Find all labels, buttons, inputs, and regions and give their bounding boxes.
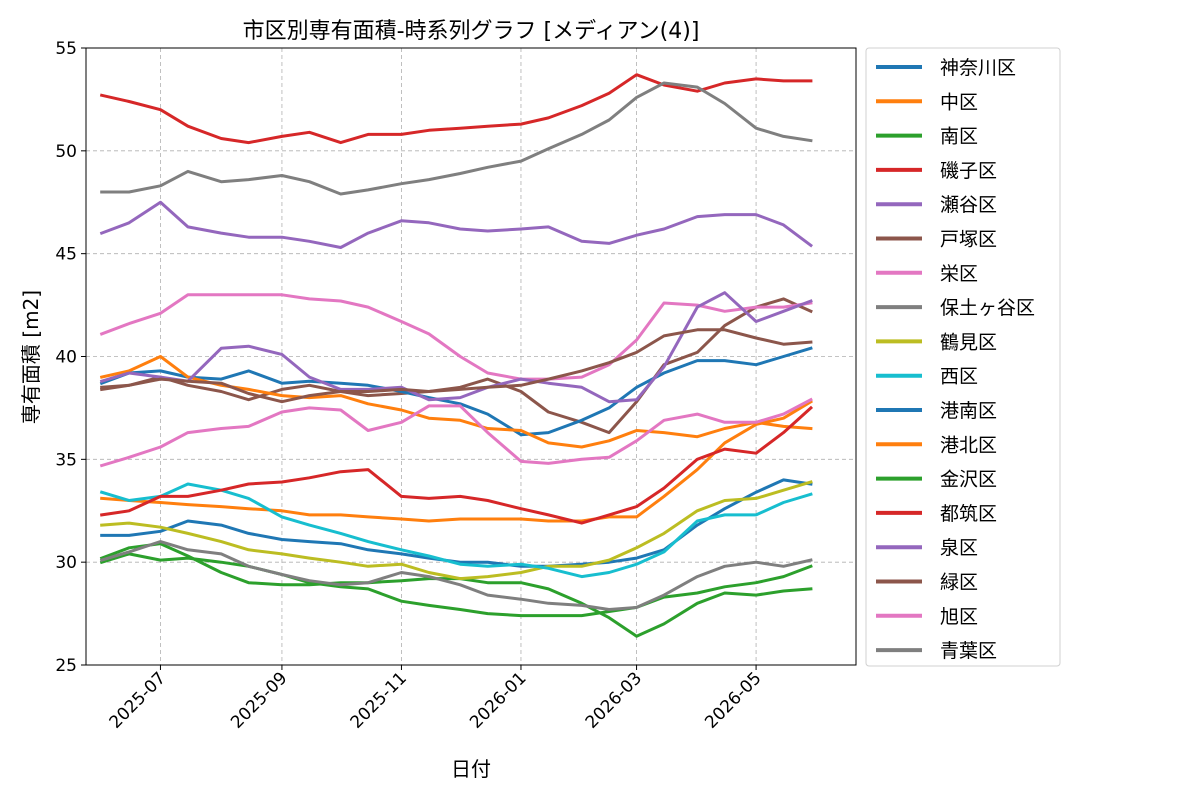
series-line <box>99 293 813 381</box>
legend-item-label: 港南区 <box>940 400 997 422</box>
y-tick-label: 40 <box>55 348 77 368</box>
y-tick-label: 50 <box>55 142 77 162</box>
x-tick-label: 2025-11 <box>347 668 411 732</box>
x-tick-label: 2026-01 <box>466 668 530 732</box>
x-tick-label: 2025-09 <box>227 668 291 732</box>
y-tick-label: 45 <box>55 245 77 265</box>
legend-item-label: 保土ヶ谷区 <box>940 297 1035 319</box>
y-tick-label: 25 <box>55 656 77 676</box>
series-line <box>99 552 813 618</box>
series-line <box>100 399 813 523</box>
x-tick-label: 2026-03 <box>582 668 646 732</box>
legend-item-label: 泉区 <box>940 537 978 559</box>
legend-item-label: 瀬谷区 <box>940 194 997 216</box>
series-line <box>100 81 813 196</box>
series-lines <box>99 73 814 638</box>
legend-item-label: 旭区 <box>940 606 978 628</box>
legend-item-label: 港北区 <box>940 434 997 456</box>
grid <box>86 47 856 666</box>
series-line <box>99 346 813 437</box>
series-line <box>99 200 813 249</box>
legend-item-label: 南区 <box>940 126 978 148</box>
y-tick-label: 35 <box>55 450 77 470</box>
legend: 神奈川区中区南区磯子区瀬谷区戸塚区栄区保土ヶ谷区鶴見区西区港南区港北区金沢区都筑… <box>865 47 1061 667</box>
legend-item-label: 鶴見区 <box>940 331 997 353</box>
legend-item-label: 緑区 <box>940 572 978 594</box>
legend-item-label: 都筑区 <box>940 503 997 525</box>
series-line <box>100 478 813 568</box>
legend-item-label: 金沢区 <box>940 469 997 491</box>
chart-title: 市区別専有面積-時系列グラフ [メディアン(4)] <box>243 19 700 44</box>
legend-item-label: 西区 <box>940 366 978 388</box>
x-tick-label: 2025-07 <box>106 668 170 732</box>
x-tick-label: 2026-05 <box>701 668 765 732</box>
legend-item-label: 栄区 <box>940 263 978 285</box>
legend-item-label: 中区 <box>940 91 978 113</box>
x-axis: 2025-07 2025-09 2025-11 2026-01 2026-03 2026-… <box>106 665 766 733</box>
series-line <box>99 73 813 145</box>
series-line <box>100 297 813 435</box>
y-tick-label: 55 <box>55 39 77 59</box>
x-axis-title: 日付 <box>451 757 491 781</box>
series-line <box>99 397 813 468</box>
series-line <box>99 405 814 525</box>
legend-item-label: 戸塚区 <box>940 229 997 251</box>
series-line <box>99 328 813 404</box>
series-line <box>100 480 813 581</box>
series-line <box>99 540 813 611</box>
y-axis-title: 専有面積 [m2] <box>19 290 43 424</box>
y-axis: 25 30 35 40 45 50 55 <box>55 39 86 676</box>
y-tick-label: 30 <box>55 553 77 573</box>
series-line <box>99 291 813 404</box>
legend-item-label: 神奈川区 <box>940 57 1016 79</box>
legend-item-label: 青葉区 <box>940 640 997 662</box>
legend-item-label: 磯子区 <box>940 160 997 182</box>
series-line <box>99 355 813 449</box>
